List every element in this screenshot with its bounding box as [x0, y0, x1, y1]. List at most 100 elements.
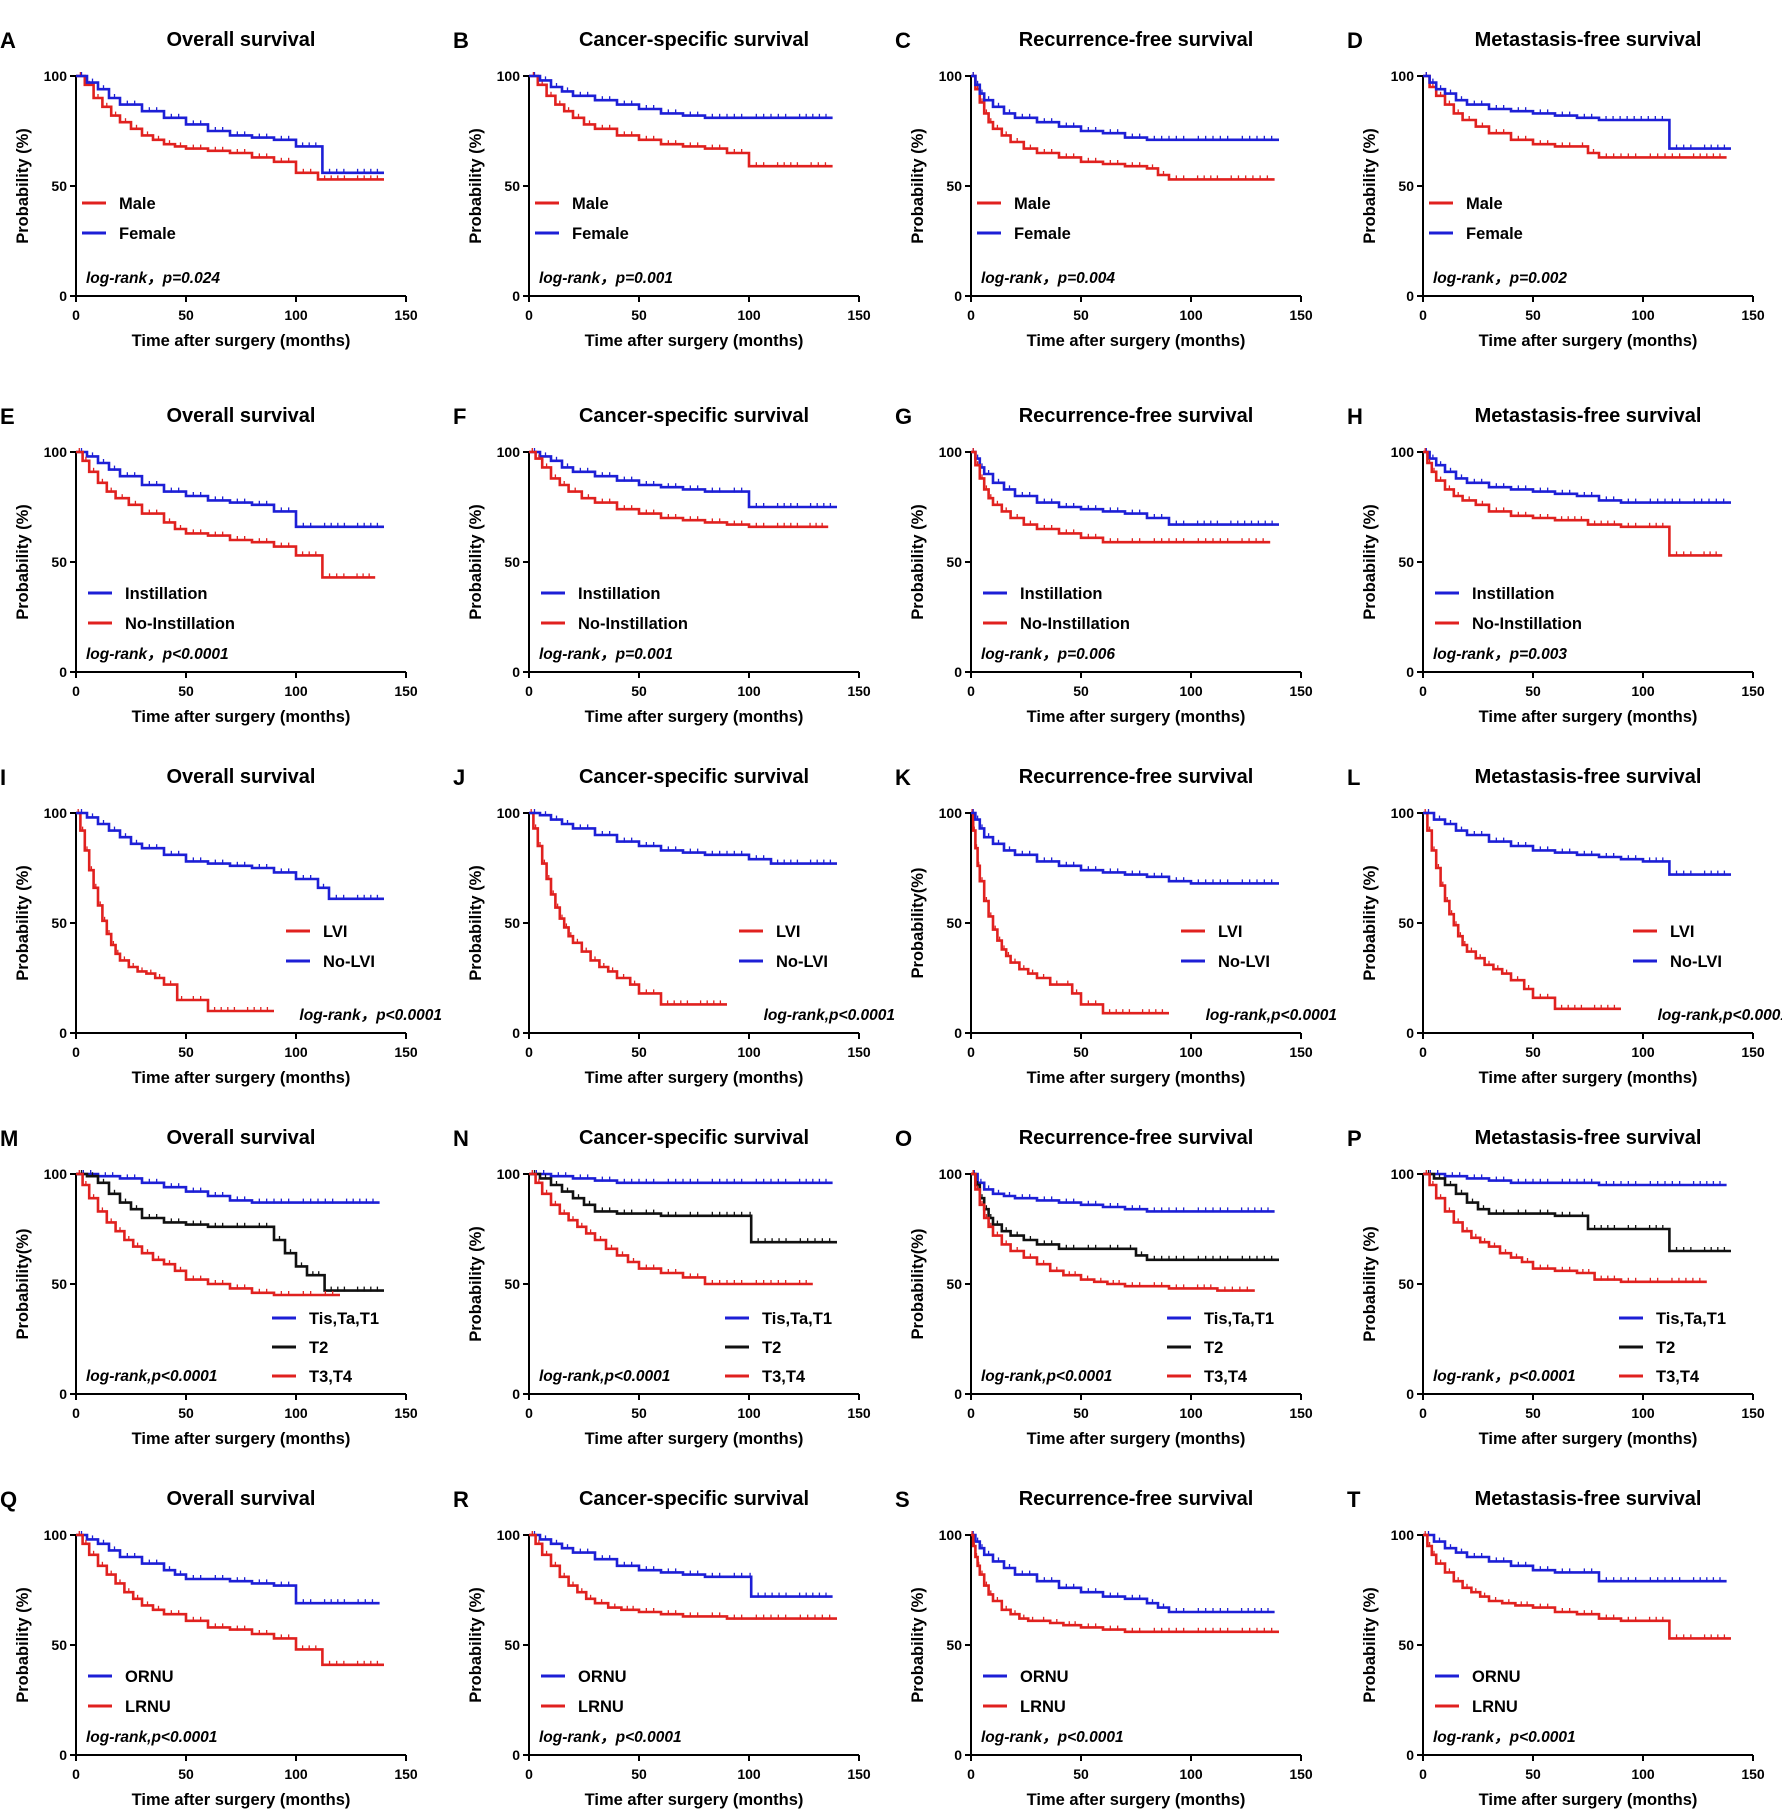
legend-label: T2	[309, 1339, 328, 1357]
log-rank-stat: log-rank，p=0.001	[539, 646, 673, 663]
censor-marks	[530, 809, 722, 1006]
x-tick-label: 100	[1179, 683, 1203, 699]
km-curve-t3-t4	[971, 1172, 1255, 1292]
y-tick-label: 50	[504, 915, 520, 931]
x-tick-label: 50	[1073, 683, 1089, 699]
x-tick-label: 100	[737, 1766, 761, 1782]
x-axis-label: Time after surgery (months)	[1479, 708, 1698, 726]
y-tick-label: 50	[51, 915, 67, 931]
legend-label: No-LVI	[1218, 953, 1270, 971]
x-axis-label: Time after surgery (months)	[585, 332, 804, 350]
censor-marks	[78, 1531, 379, 1666]
km-curve-lvi	[529, 811, 727, 1006]
censor-marks	[80, 448, 379, 528]
legend-label: Instillation	[1472, 585, 1555, 603]
x-tick-label: 50	[1525, 683, 1541, 699]
censor-marks	[80, 809, 379, 900]
chart-title: Recurrence-free survival	[1019, 29, 1254, 51]
km-curve-instillation	[971, 450, 1279, 526]
legend-label: LVI	[1670, 923, 1694, 941]
legend-label: Male	[1014, 195, 1051, 213]
km-curve-no-lvi	[971, 811, 1279, 885]
censor-marks	[82, 1170, 374, 1204]
y-axis-label: Probability(%)	[909, 868, 927, 979]
km-curve-ornu	[1423, 1533, 1727, 1583]
chart-title: Cancer-specific survival	[579, 1127, 809, 1149]
x-tick-label: 50	[1525, 1766, 1541, 1782]
panel-r: R Cancer-specific survival 0 50 100 0 50 100 150…	[453, 1487, 871, 1809]
km-curve-female	[76, 74, 384, 175]
legend-label: Tis,Ta,T1	[1656, 1310, 1726, 1328]
x-tick-label: 0	[967, 683, 975, 699]
y-axis-label: Probability (%)	[467, 1226, 485, 1342]
y-axis-label: Probability (%)	[14, 128, 32, 244]
km-curve-female	[971, 74, 1279, 142]
censor-marks	[533, 72, 827, 119]
legend-label: LVI	[776, 923, 800, 941]
x-tick-label: 150	[847, 307, 871, 323]
log-rank-stat: log-rank，p=0.001	[539, 270, 673, 287]
panel-h: H Metastasis-free survival 0 50 100 0 50 100 150…	[1347, 404, 1765, 726]
km-curve-lrnu	[529, 1533, 837, 1620]
panel-letter: N	[453, 1126, 469, 1151]
log-rank-stat: log-rank，p<0.0001	[86, 646, 229, 663]
y-tick-label: 100	[939, 1527, 963, 1543]
x-tick-label: 0	[525, 683, 533, 699]
x-tick-label: 150	[394, 1766, 418, 1782]
panel-letter: A	[0, 28, 16, 53]
y-tick-label: 100	[1391, 1166, 1415, 1182]
x-tick-label: 100	[737, 1044, 761, 1060]
legend-label: No-Instillation	[125, 615, 235, 633]
km-curve-tis-ta-t1	[529, 1172, 833, 1185]
x-tick-label: 50	[178, 1044, 194, 1060]
x-tick-label: 100	[1179, 1405, 1203, 1421]
legend-label: Tis,Ta,T1	[309, 1310, 379, 1328]
legend-label: T3,T4	[1204, 1368, 1248, 1386]
chart-title: Overall survival	[167, 405, 316, 427]
legend-label: Tis,Ta,T1	[762, 1310, 832, 1328]
km-curve-female	[1423, 74, 1731, 150]
censor-marks	[1427, 1531, 1721, 1583]
panel-b: B Cancer-specific survival 0 50 100 0 50 100 150…	[453, 28, 871, 350]
panel-o: O Recurrence-free survival 0 50 100 0 50 100 150…	[895, 1126, 1313, 1448]
log-rank-stat: log-rank,p<0.0001	[1206, 1007, 1337, 1024]
y-tick-label: 0	[1406, 1747, 1414, 1763]
legend-label: Male	[1466, 195, 1503, 213]
y-tick-label: 0	[1406, 288, 1414, 304]
km-curve-instillation	[529, 450, 837, 509]
panel-e: E Overall survival 0 50 100 0 50 100 150 Time aft…	[0, 404, 418, 726]
chart-title: Overall survival	[167, 766, 316, 788]
legend-label: Male	[572, 195, 609, 213]
log-rank-stat: log-rank,p<0.0001	[86, 1368, 217, 1385]
x-tick-label: 150	[1289, 1044, 1313, 1060]
x-tick-label: 150	[1741, 1044, 1765, 1060]
y-axis-label: Probability (%)	[1361, 128, 1379, 244]
x-tick-label: 50	[178, 1766, 194, 1782]
y-tick-label: 0	[59, 664, 67, 680]
x-tick-label: 150	[1741, 1766, 1765, 1782]
x-tick-label: 0	[967, 307, 975, 323]
x-tick-label: 50	[1073, 1044, 1089, 1060]
legend-label: Instillation	[578, 585, 661, 603]
censor-marks	[972, 72, 1273, 141]
x-tick-label: 100	[284, 1405, 308, 1421]
legend-label: Female	[119, 225, 176, 243]
panel-letter: M	[0, 1126, 18, 1151]
panel-letter: T	[1347, 1487, 1361, 1512]
y-tick-label: 100	[44, 68, 68, 84]
x-axis-label: Time after surgery (months)	[585, 708, 804, 726]
y-axis-label: Probability (%)	[1361, 1587, 1379, 1703]
panel-g: G Recurrence-free survival 0 50 100 0 50 100 150…	[895, 404, 1313, 726]
log-rank-stat: log-rank，p=0.002	[1433, 270, 1567, 287]
x-tick-label: 50	[631, 1766, 647, 1782]
censor-marks	[533, 809, 832, 865]
y-tick-label: 50	[946, 1637, 962, 1653]
km-curve-t2	[76, 1172, 384, 1292]
panel-letter: D	[1347, 28, 1363, 53]
censor-marks	[972, 1531, 1269, 1613]
y-axis-label: Probability(%)	[14, 1229, 32, 1340]
x-tick-label: 100	[284, 1766, 308, 1782]
km-curve-ornu	[529, 1533, 833, 1598]
x-axis-label: Time after surgery (months)	[132, 332, 351, 350]
legend-label: Male	[119, 195, 156, 213]
